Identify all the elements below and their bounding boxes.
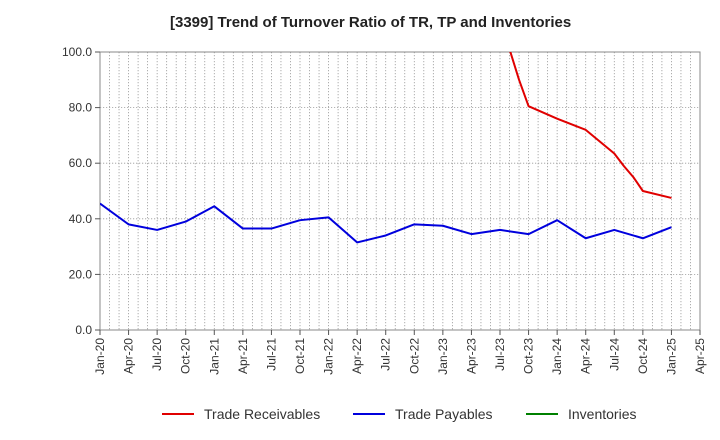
x-tick-label: Apr-25 bbox=[693, 338, 707, 374]
y-axis-ticks: 0.0 20.0 40.0 60.0 80.0 100.0 bbox=[62, 45, 100, 337]
x-tick-label: Jan-25 bbox=[664, 338, 678, 375]
x-tick-label: Apr-20 bbox=[122, 338, 136, 374]
x-axis-ticks: Jan-20 Apr-20 Jul-20 Oct-20 Jan-21 Apr-21 Jul-… bbox=[93, 330, 707, 375]
x-tick-label: Oct-21 bbox=[293, 338, 307, 374]
legend-label-inventories: Inventories bbox=[568, 406, 636, 422]
x-tick-label: Jul-24 bbox=[607, 338, 621, 371]
y-tick-label: 20.0 bbox=[69, 267, 93, 281]
plot-area bbox=[99, 51, 701, 331]
y-tick-label: 100.0 bbox=[62, 45, 92, 59]
legend: Trade Receivables Trade Payables Inventori… bbox=[162, 406, 636, 422]
grid-lines bbox=[100, 52, 700, 330]
x-tick-label: Oct-24 bbox=[636, 338, 650, 374]
x-tick-label: Jul-22 bbox=[379, 338, 393, 371]
x-tick-label: Jan-23 bbox=[436, 338, 450, 375]
y-tick-label: 80.0 bbox=[69, 101, 93, 115]
y-tick-label: 60.0 bbox=[69, 156, 93, 170]
x-tick-label: Apr-21 bbox=[236, 338, 250, 374]
series-lines bbox=[100, 52, 672, 244]
legend-label-trade-payables: Trade Payables bbox=[395, 406, 493, 422]
x-tick-label: Apr-22 bbox=[350, 338, 364, 374]
x-tick-label: Jan-22 bbox=[322, 338, 336, 375]
x-tick-label: Jul-21 bbox=[264, 338, 278, 371]
y-tick-label: 40.0 bbox=[69, 212, 93, 226]
x-tick-label: Apr-23 bbox=[464, 338, 478, 374]
x-tick-label: Oct-20 bbox=[179, 338, 193, 374]
chart-title: [3399] Trend of Turnover Ratio of TR, TP… bbox=[170, 14, 572, 31]
x-tick-label: Jan-21 bbox=[207, 338, 221, 375]
series-line-trade-payables bbox=[100, 202, 672, 244]
y-tick-label: 0.0 bbox=[75, 323, 92, 337]
x-tick-label: Jan-20 bbox=[93, 338, 107, 375]
legend-label-trade-receivables: Trade Receivables bbox=[204, 406, 320, 422]
series-line-trade-receivables bbox=[509, 52, 672, 199]
x-tick-label: Apr-24 bbox=[579, 338, 593, 374]
x-tick-label: Jan-24 bbox=[550, 338, 564, 375]
x-tick-label: Jul-20 bbox=[150, 338, 164, 371]
x-tick-label: Oct-22 bbox=[407, 338, 421, 374]
x-tick-label: Jul-23 bbox=[493, 338, 507, 371]
x-tick-label: Oct-23 bbox=[522, 338, 536, 374]
